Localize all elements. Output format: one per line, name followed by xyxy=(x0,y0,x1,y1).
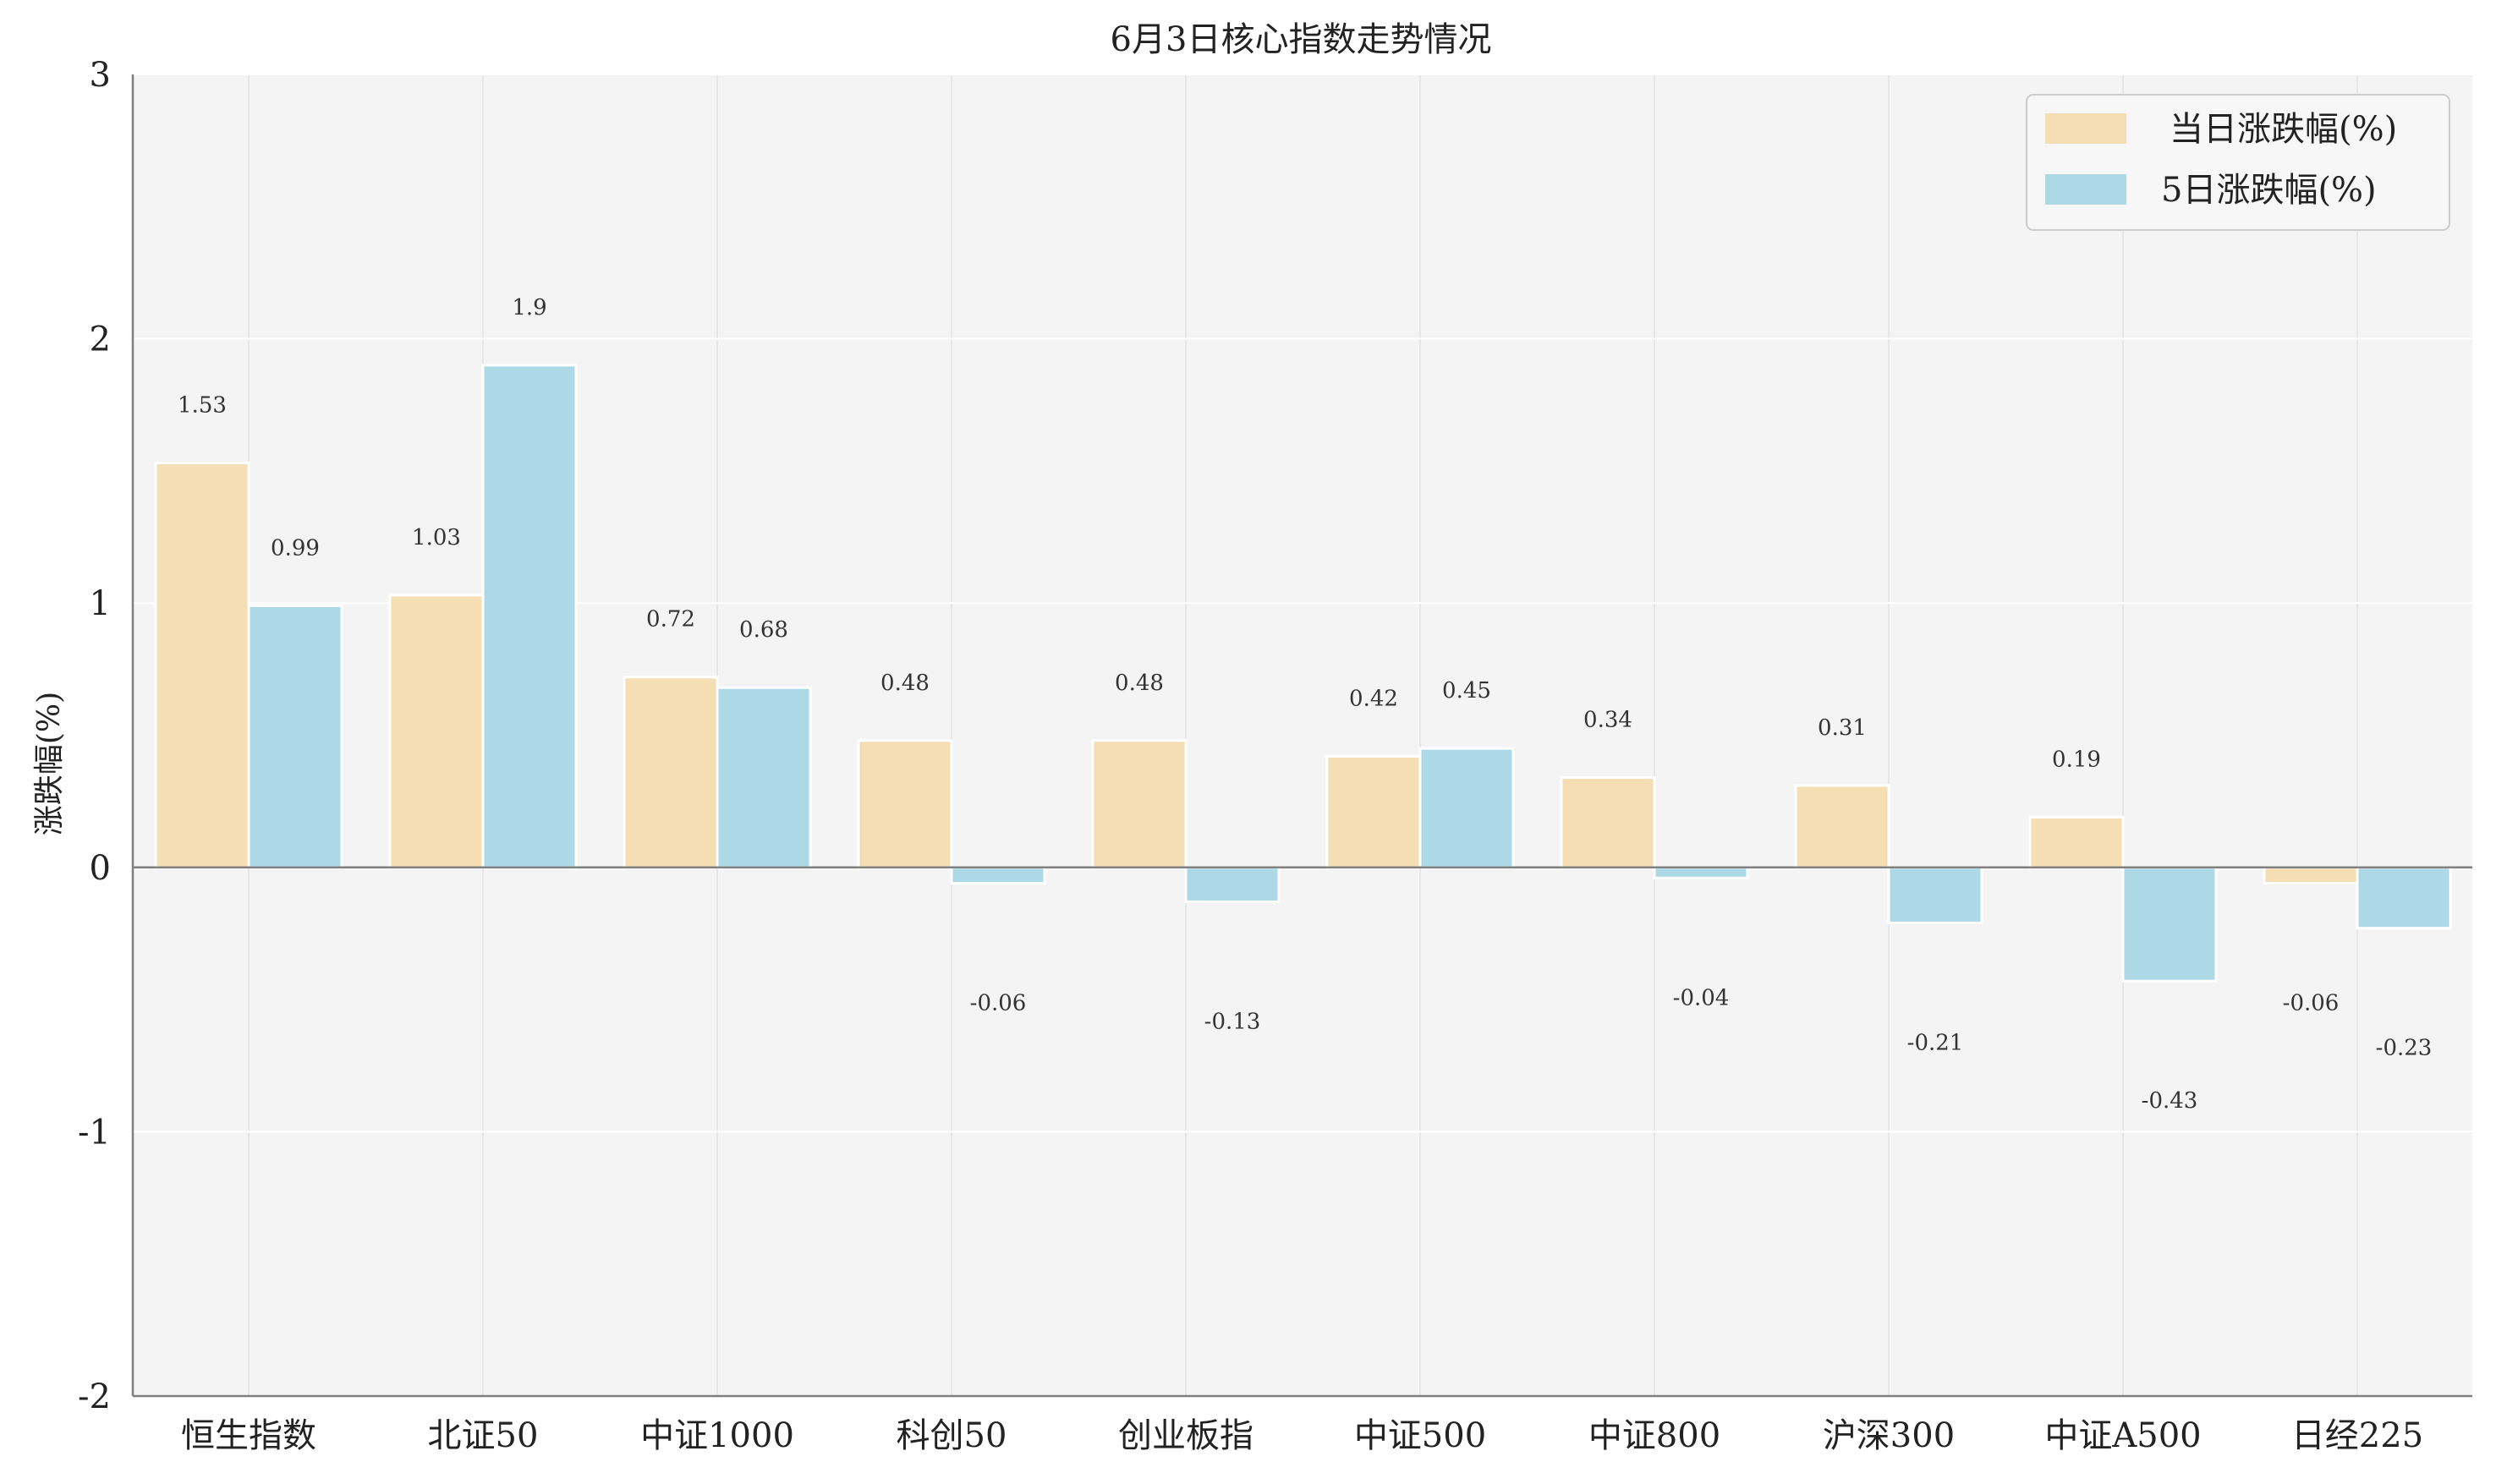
legend-swatch-5day xyxy=(2045,174,2126,205)
bar-daily-2 xyxy=(623,676,719,869)
bar-daily-1 xyxy=(388,594,485,869)
chart-title: 6月3日核心指数走势情况 xyxy=(1111,20,1492,59)
value-label-daily-1: 1.03 xyxy=(412,525,461,550)
bar-daily-4 xyxy=(1091,739,1188,869)
y-tick-label: 3 xyxy=(90,56,111,95)
bar-5day-6 xyxy=(1653,866,1749,879)
bar-daily-9 xyxy=(2263,866,2359,885)
value-labels: 1.53 1.03 0.72 0.48 0.48 0.42 0.34 0.31 0.19 -0.0… xyxy=(178,295,2432,1114)
y-tick-label: 2 xyxy=(90,320,111,359)
x-tick-label: 北证50 xyxy=(428,1416,539,1455)
bar-5day-3 xyxy=(950,866,1046,885)
bar-daily-6 xyxy=(1560,776,1656,869)
legend-swatch-daily xyxy=(2045,113,2126,144)
x-tick-label: 科创50 xyxy=(897,1416,1007,1455)
bar-5day-7 xyxy=(1887,866,1983,924)
value-label-daily-9: -0.06 xyxy=(2283,991,2340,1016)
value-label-5day-4: -0.13 xyxy=(1204,1009,1261,1034)
y-tick-label: -1 xyxy=(78,1113,111,1152)
value-label-5day-7: -0.21 xyxy=(1907,1030,1964,1055)
legend-label-5day: 5日涨跌幅(%) xyxy=(2161,171,2377,210)
value-label-daily-3: 0.48 xyxy=(880,671,930,696)
value-label-5day-9: -0.23 xyxy=(2376,1036,2433,1061)
bar-daily-7 xyxy=(1794,784,1890,869)
bar-5day-2 xyxy=(716,686,812,869)
x-tick-labels: 恒生指数 北证50 中证1000 科创50 创业板指 中证500 中证800 沪深300 中证A… xyxy=(181,1416,2423,1455)
y-tick-label: 1 xyxy=(90,584,111,623)
value-label-daily-5: 0.42 xyxy=(1349,687,1398,712)
y-tick-labels: 3 2 1 0 -1 -2 xyxy=(78,56,111,1416)
legend-frame xyxy=(2026,94,2450,231)
value-label-5day-3: -0.06 xyxy=(970,991,1027,1016)
value-label-daily-8: 0.19 xyxy=(2052,747,2101,772)
bar-5day-8 xyxy=(2121,866,2218,983)
value-label-5day-1: 1.9 xyxy=(512,295,546,320)
value-label-daily-4: 0.48 xyxy=(1115,671,1164,696)
x-tick-label: 中证500 xyxy=(1354,1416,1486,1455)
value-label-daily-6: 0.34 xyxy=(1583,708,1632,733)
value-label-5day-2: 0.68 xyxy=(739,617,788,643)
x-tick-label: 中证A500 xyxy=(2044,1416,2201,1455)
bar-5day-9 xyxy=(2356,866,2452,930)
value-label-5day-5: 0.45 xyxy=(1442,678,1491,704)
value-label-daily-7: 0.31 xyxy=(1818,715,1867,741)
x-tick-label: 恒生指数 xyxy=(181,1416,316,1455)
x-tick-label: 日经225 xyxy=(2291,1416,2423,1455)
bar-5day-4 xyxy=(1184,866,1281,903)
value-label-5day-6: -0.04 xyxy=(1673,985,1730,1010)
legend-label-daily: 当日涨跌幅(%) xyxy=(2170,110,2397,149)
value-label-5day-8: -0.43 xyxy=(2142,1088,2198,1114)
bar-daily-0 xyxy=(154,462,250,869)
bars xyxy=(154,364,2452,983)
value-label-5day-0: 0.99 xyxy=(271,535,320,561)
x-tick-label: 创业板指 xyxy=(1118,1416,1253,1455)
x-tick-label: 中证1000 xyxy=(640,1416,794,1455)
bar-daily-5 xyxy=(1325,755,1422,869)
y-axis-label: 涨跌幅(%) xyxy=(32,692,67,835)
bar-daily-8 xyxy=(2028,815,2125,869)
y-tick-label: -2 xyxy=(78,1377,111,1416)
value-label-daily-2: 0.72 xyxy=(646,607,695,632)
x-tick-label: 沪深300 xyxy=(1823,1416,1955,1455)
y-tick-label: 0 xyxy=(90,849,111,888)
bar-daily-3 xyxy=(857,739,953,869)
x-tick-label: 中证800 xyxy=(1588,1416,1720,1455)
bar-5day-5 xyxy=(1418,747,1515,869)
bar-5day-1 xyxy=(481,364,578,869)
bar-5day-0 xyxy=(247,604,343,869)
value-label-daily-0: 1.53 xyxy=(178,393,227,419)
legend: 当日涨跌幅(%) 5日涨跌幅(%) xyxy=(2026,94,2450,231)
